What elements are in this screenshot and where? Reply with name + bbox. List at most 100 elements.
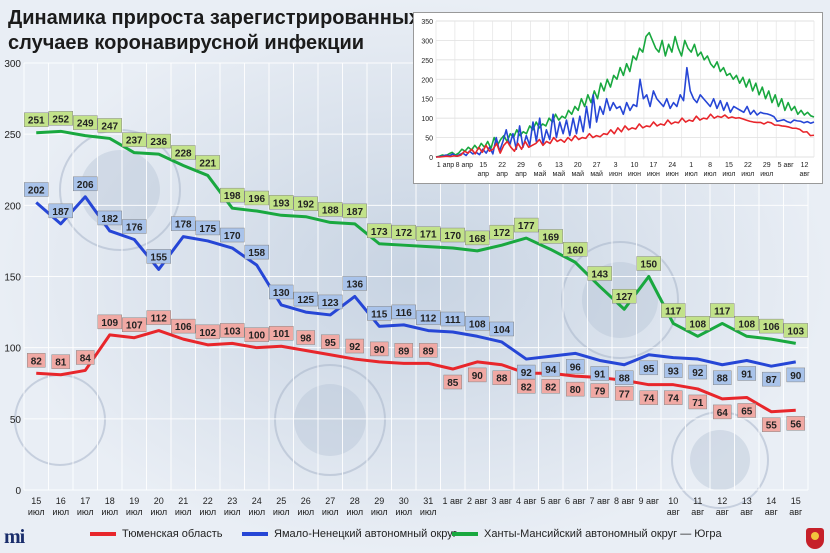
data-label-box xyxy=(465,230,490,246)
inset-x-tick-label: июн xyxy=(647,171,660,178)
data-label-box xyxy=(517,379,536,394)
inset-x-tick-label: 22 xyxy=(744,162,752,169)
inset-x-tick-label: 6 xyxy=(538,162,542,169)
data-label-box xyxy=(97,118,122,133)
x-tick-label: 5 авг xyxy=(540,496,561,506)
data-label-box xyxy=(24,182,49,197)
data-label: 77 xyxy=(619,389,631,400)
data-label: 102 xyxy=(199,328,216,339)
inset-x-tick-label: 22 xyxy=(498,162,506,169)
data-label-box xyxy=(762,371,781,387)
data-label-box xyxy=(367,223,392,239)
data-label-box xyxy=(195,220,220,236)
x-tick-label: 8 авг xyxy=(614,496,635,506)
data-label-box xyxy=(636,256,661,271)
x-tick-label: июл xyxy=(199,507,216,517)
data-label-box xyxy=(737,366,756,381)
x-tick-label: 27 xyxy=(325,496,335,506)
data-label-box xyxy=(269,195,294,210)
y-tick-label: 100 xyxy=(4,344,21,355)
data-label: 96 xyxy=(570,362,582,373)
x-tick-label: 2 авг xyxy=(467,496,488,506)
inset-y-tick-label: 300 xyxy=(421,38,433,45)
data-label: 95 xyxy=(325,338,337,349)
x-tick-label: авг xyxy=(789,507,803,517)
data-label-box xyxy=(541,361,560,377)
data-label: 109 xyxy=(101,318,118,329)
data-label: 103 xyxy=(224,326,241,337)
x-tick-label: 29 xyxy=(374,496,384,506)
x-tick-label: 12 xyxy=(717,496,727,506)
data-label-box xyxy=(762,417,781,432)
legend-swatch-red xyxy=(90,532,116,537)
x-tick-label: 26 xyxy=(301,496,311,506)
logo: mi xyxy=(4,526,25,548)
data-label: 172 xyxy=(395,228,412,239)
data-label-box xyxy=(244,244,269,260)
data-label: 176 xyxy=(126,222,143,233)
y-tick-label: 250 xyxy=(4,130,21,141)
inset-x-tick-label: апр xyxy=(477,171,489,178)
data-label-box xyxy=(244,327,269,342)
data-label-box xyxy=(195,155,220,170)
inset-x-tick-label: 3 xyxy=(614,162,618,169)
legend-swatch-blue xyxy=(242,532,268,537)
data-label: 193 xyxy=(273,198,290,209)
data-label-box xyxy=(318,202,343,217)
data-label-box xyxy=(122,219,147,234)
data-label-box xyxy=(318,294,343,310)
data-label: 160 xyxy=(567,245,584,256)
data-label-box xyxy=(171,216,196,231)
data-label-box xyxy=(612,288,637,304)
x-tick-label: 9 авг xyxy=(638,496,659,506)
x-tick-label: 24 xyxy=(252,496,262,506)
x-tick-label: июл xyxy=(420,507,437,517)
data-label: 88 xyxy=(717,374,729,385)
x-tick-label: июл xyxy=(248,507,265,517)
x-tick-label: 23 xyxy=(227,496,237,506)
x-tick-label: июл xyxy=(297,507,314,517)
series-line xyxy=(35,195,797,368)
data-label-box xyxy=(220,227,245,243)
emblem-icon xyxy=(806,528,824,549)
data-label: 173 xyxy=(371,227,388,238)
inset-x-tick-label: июл xyxy=(704,171,717,178)
inset-y-tick-label: 350 xyxy=(421,19,433,26)
data-label-box xyxy=(195,324,220,340)
legend-item-tyumen: Тюменская область xyxy=(90,528,223,540)
inset-x-tick-label: 10 xyxy=(631,162,639,169)
x-tick-label: 20 xyxy=(154,496,164,506)
y-tick-label: 50 xyxy=(10,415,22,426)
data-label: 168 xyxy=(469,234,486,245)
data-label-box xyxy=(661,303,686,318)
data-label: 79 xyxy=(594,387,606,398)
y-tick-label: 300 xyxy=(4,59,21,70)
inset-x-tick-label: 17 xyxy=(649,162,657,169)
legend-label-khmao: Ханты-Мансийский автономный округ — Югра xyxy=(484,528,722,540)
data-label: 88 xyxy=(619,374,631,385)
x-tick-label: июл xyxy=(322,507,339,517)
inset-x-tick-label: 13 xyxy=(555,162,563,169)
data-label-box xyxy=(688,394,707,410)
data-label-box xyxy=(171,145,196,160)
y-tick-label: 200 xyxy=(4,201,21,212)
data-label-box xyxy=(293,196,318,211)
data-label-box xyxy=(73,115,98,130)
data-label-box xyxy=(440,311,465,327)
inset-y-tick-label: 200 xyxy=(421,77,433,84)
data-label-box xyxy=(587,266,612,281)
data-label: 90 xyxy=(374,345,386,356)
inset-x-tick-label: июл xyxy=(722,171,735,178)
x-tick-label: июл xyxy=(224,507,241,517)
legend-item-khmao: Ханты-Мансийский автономный округ — Югра xyxy=(452,528,722,540)
data-label: 108 xyxy=(738,319,755,330)
data-label-box xyxy=(51,354,70,369)
inset-x-tick-label: 5 авг xyxy=(778,162,794,169)
data-label-box xyxy=(713,370,732,385)
x-tick-label: 13 xyxy=(742,496,752,506)
data-label-box xyxy=(220,323,245,338)
data-label-box xyxy=(24,112,49,127)
data-label: 81 xyxy=(55,358,67,369)
inset-x-tick-label: 1 xyxy=(689,162,693,169)
x-tick-label: 19 xyxy=(129,496,139,506)
